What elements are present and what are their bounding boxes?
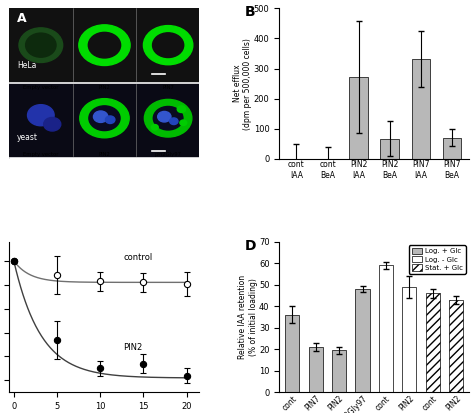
Text: PIN2: PIN2: [99, 152, 110, 157]
Text: D: D: [245, 239, 256, 253]
Circle shape: [79, 25, 130, 66]
Text: PIN2: PIN2: [123, 343, 143, 352]
Y-axis label: Net efflux
(dpm per 500,000 cells): Net efflux (dpm per 500,000 cells): [233, 38, 252, 130]
Text: B: B: [245, 5, 255, 19]
Circle shape: [19, 28, 63, 62]
Text: control: control: [123, 253, 153, 262]
Bar: [379, 266, 393, 392]
Circle shape: [88, 32, 120, 58]
Bar: [381, 139, 399, 159]
Bar: [9, 8, 200, 81]
Text: PIN2: PIN2: [99, 85, 110, 90]
Circle shape: [170, 118, 178, 125]
Bar: [426, 293, 440, 392]
Bar: [356, 289, 370, 392]
Circle shape: [158, 112, 171, 122]
Bar: [402, 287, 417, 392]
Text: yeast: yeast: [17, 133, 38, 142]
Bar: [349, 77, 368, 159]
Text: Empty vector: Empty vector: [23, 152, 59, 157]
Text: Empty vector: Empty vector: [23, 85, 59, 90]
Text: pin2Gly97: pin2Gly97: [155, 152, 182, 157]
Circle shape: [27, 104, 54, 126]
Circle shape: [26, 33, 56, 57]
Circle shape: [44, 117, 61, 131]
Bar: [449, 300, 464, 392]
Circle shape: [153, 33, 184, 57]
Bar: [332, 350, 346, 392]
Legend: Log. + Glc, Log. - Glc, Stat. + Glc: Log. + Glc, Log. - Glc, Stat. + Glc: [409, 245, 466, 274]
Circle shape: [93, 111, 108, 122]
Text: A: A: [17, 12, 27, 25]
Circle shape: [89, 106, 120, 131]
Circle shape: [153, 107, 183, 130]
Circle shape: [151, 125, 158, 130]
Bar: [285, 315, 299, 392]
Bar: [443, 138, 462, 159]
Circle shape: [145, 100, 192, 137]
Circle shape: [180, 120, 187, 126]
Circle shape: [80, 99, 129, 138]
Bar: [309, 347, 323, 392]
Text: HeLa: HeLa: [17, 61, 36, 70]
Circle shape: [105, 116, 115, 123]
Bar: [9, 83, 200, 156]
Y-axis label: Relative IAA retention
(% of initial loading): Relative IAA retention (% of initial loa…: [238, 275, 257, 359]
Text: PIN7: PIN7: [162, 85, 174, 90]
Circle shape: [144, 26, 193, 65]
Circle shape: [177, 106, 186, 112]
Bar: [411, 59, 430, 159]
